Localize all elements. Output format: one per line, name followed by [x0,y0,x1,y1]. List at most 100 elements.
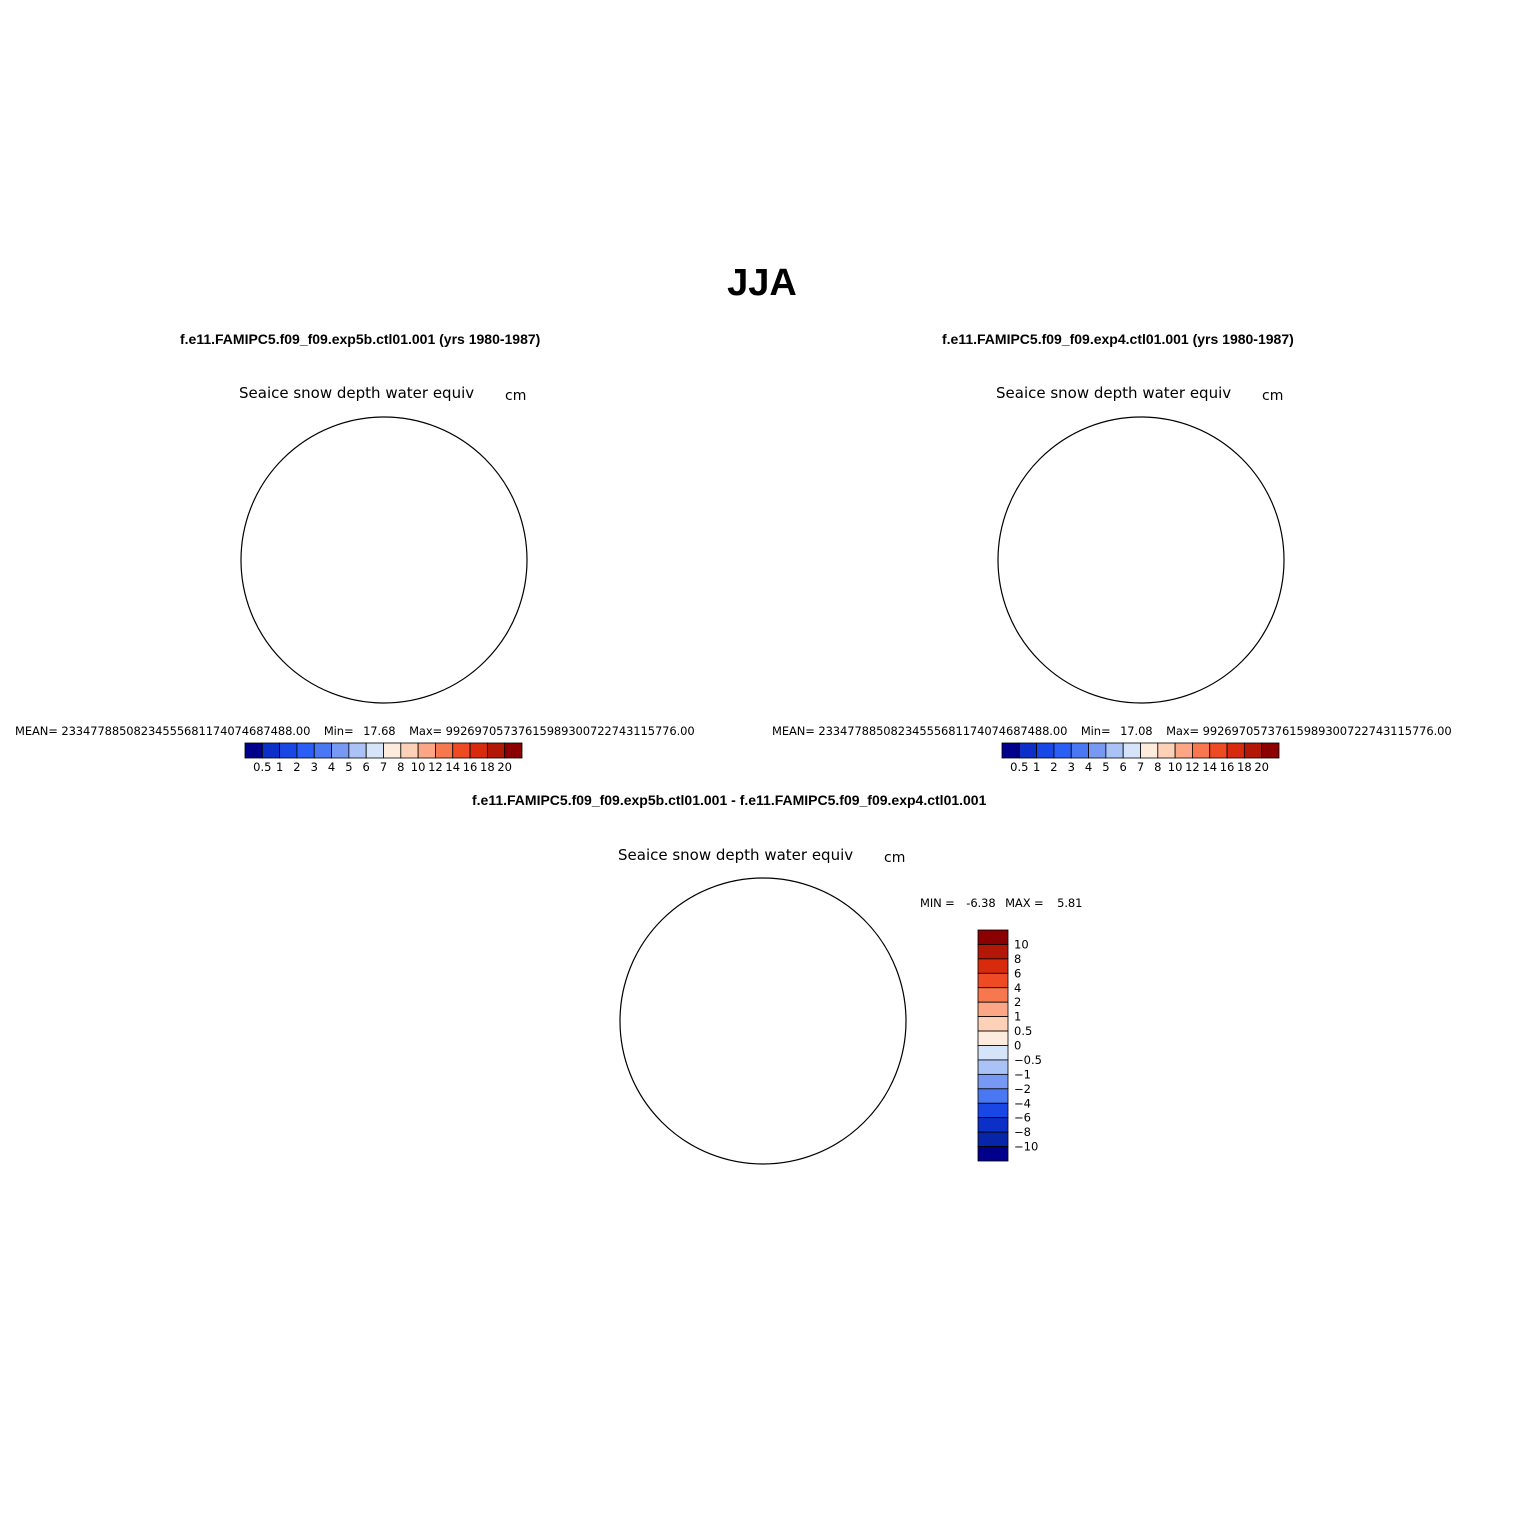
panel1-colorbar-tick-label: 18 [480,760,495,774]
panel1-colorbar-tick-label: 0.5 [253,760,271,774]
panel1-case-title: f.e11.FAMIPC5.f09_f09.exp5b.ctl01.001 (y… [180,331,541,347]
panel3-colorbar-box [977,1030,1009,1046]
panel1-colorbar-box [452,742,471,759]
panel1-colorbar-box [469,742,488,759]
panel1-max-value: 99269705737615989300722743115776.00 [445,724,695,738]
panel2-colorbar-box [1261,742,1280,759]
panel3-colorbar-tick-label: 0.5 [1014,1024,1032,1038]
panel1-colorbar-box [365,742,384,759]
panel3-colorbar-tick-label: −4 [1014,1096,1031,1110]
panel3-colorbar-box [977,1088,1009,1104]
panel2-max-value: 99269705737615989300722743115776.00 [1202,724,1452,738]
panel1-colorbar-tick-label: 1 [276,760,283,774]
panel3-colorbar-box [977,972,1009,989]
panel2-min-value: 17.08 [1120,724,1153,738]
panel3-colorbar-box [977,1001,1009,1018]
panel1-colorbar-box [504,742,523,759]
panel2-colorbar-box [1209,742,1228,759]
panel3-colorbar-tick-label: −2 [1014,1082,1031,1096]
panel1-stats: MEAN= 23347788508234555681174074687488.0… [15,724,695,738]
panel3-colorbar-tick-label: 4 [1014,981,1021,995]
panel1-min-value: 17.68 [363,724,396,738]
panel3-case-title: f.e11.FAMIPC5.f09_f09.exp5b.ctl01.001 - … [472,792,987,808]
panel2-colorbar-tick-label: 14 [1202,760,1217,774]
panel2-colorbar-box [1070,742,1089,759]
panel3-colorbar-box [977,987,1009,1003]
panel3-colorbar-box [977,1073,1009,1090]
panel1-field-patch [355,452,383,462]
panel2-coastline [1051,482,1241,632]
panel1-max-label: Max= [409,724,443,738]
panel3-max-label: MAX = [1005,896,1044,910]
panel3-colorbar-box [977,1102,1009,1119]
panel2-colorbar-box [1001,742,1020,759]
panel3-units: cm [884,850,906,866]
panel2-units: cm [1262,388,1284,404]
panel3-colorbar-box [977,944,1009,960]
panel1-colorbar-box [383,742,402,759]
panel3-colorbar-tick-label: 2 [1014,995,1021,1009]
panel1-colorbar-box [296,742,315,759]
panel1-map-border [240,416,528,704]
panel2-colorbar-box [1174,742,1193,759]
panel2-colorbar-box [1140,742,1159,759]
panel2-colorbar-tick-label: 7 [1137,760,1144,774]
panel1-mean-value: 23347788508234555681174074687488.00 [61,724,311,738]
panel2-colorbar-box [1105,742,1124,759]
panel2-mean-value: 23347788508234555681174074687488.00 [818,724,1068,738]
panel3-min-label: MIN = [920,896,955,910]
panel1-colorbar: 0.5 1 2 3 4 5 6 7 8 10 12 14 16 18 20 [244,742,523,774]
panel2-colorbar-box [1122,742,1141,759]
panel3-colorbar-box [977,1146,1009,1162]
panel1-colorbar-tick-label: 8 [397,760,404,774]
panel2-colorbar-tick-label: 6 [1120,760,1127,774]
panel3-max-value: 5.81 [1057,896,1083,910]
panel2-sea-ice-field [1023,427,1279,678]
panel2-colorbar-box [1192,742,1211,759]
panel3-colorbar-tick-label: −1 [1014,1067,1031,1081]
panel2-colorbar-tick-label: 5 [1102,760,1109,774]
panel3-colorbar-tick-label: −0.5 [1014,1053,1042,1067]
panel3-field-patch-mid-blue [748,1067,788,1095]
panel1-colorbar-box [279,742,298,759]
panel3-colorbar-tick-label: −10 [1014,1140,1038,1154]
panel3-field-patch-orange [703,911,773,941]
panel3-land-mask [673,943,863,1093]
panel1-map [240,416,528,704]
panel1-mean-label: MEAN= [15,724,58,738]
panel3-map-border [619,877,907,1165]
panel2-max-label: Max= [1166,724,1200,738]
panel1-colorbar-box [486,742,506,759]
panel3-min-value: -6.38 [966,896,996,910]
panel2-colorbar: 0.5 1 2 3 4 5 6 7 8 10 12 14 16 18 20 [1001,742,1280,774]
page-title: JJA [727,262,797,304]
panel2-colorbar-box [1018,742,1038,759]
panel3-colorbar-box [977,1117,1009,1133]
panel2-mean-label: MEAN= [772,724,815,738]
panel3-colorbar-tick-label: 1 [1014,1010,1021,1024]
panel3-colorbar-box [977,958,1009,974]
panel1-colorbar-box [313,742,332,759]
panel1-colorbar-tick-label: 4 [328,760,335,774]
panel2-map [997,416,1285,704]
panel2-colorbar-tick-label: 2 [1050,760,1057,774]
panel3-difference-field [645,888,901,1139]
panel3-coastline [673,943,863,1093]
panel1-colorbar-tick-label: 10 [411,760,426,774]
panel2-colorbar-tick-label: 8 [1154,760,1161,774]
panel2-colorbar-tick-label: 1 [1033,760,1040,774]
panel2-map-border [997,416,1285,704]
panel2-colorbar-box [1036,742,1055,759]
panel2-colorbar-box [1088,742,1107,759]
panel1-colorbar-box [244,742,263,759]
panel3-colorbar-box [977,1045,1009,1061]
panel2-field-patch [1112,452,1140,462]
panel1-colorbar-box [400,742,419,759]
panel3-colorbar-tick-label: 6 [1014,966,1021,980]
panel2-colorbar-box [1243,742,1263,759]
panel1-colorbar-box [348,742,367,759]
panel2-colorbar-tick-label: 18 [1237,760,1252,774]
panel3-colorbar-tick-label: 8 [1014,952,1021,966]
